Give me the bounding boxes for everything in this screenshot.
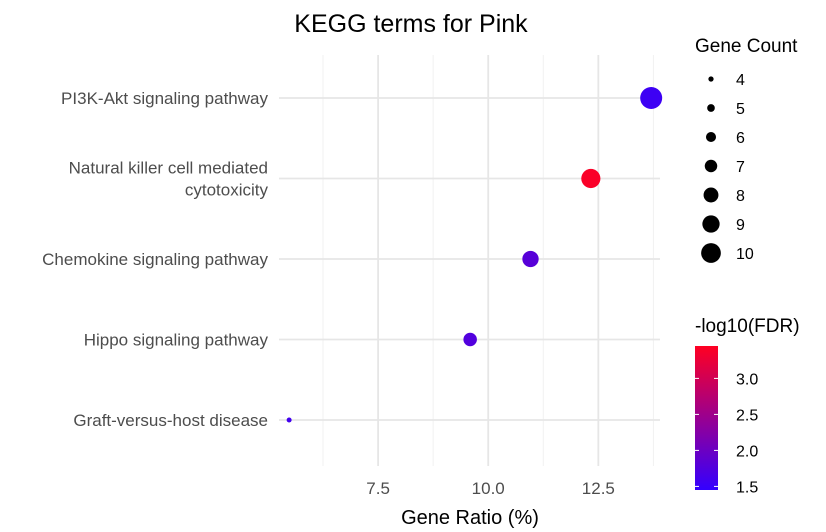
size-legend-key bbox=[701, 243, 721, 263]
y-tick-label: Natural killer cell mediated bbox=[69, 159, 268, 178]
size-legend-label: 6 bbox=[736, 130, 745, 147]
x-axis-title: Gene Ratio (%) bbox=[401, 507, 539, 529]
x-tick-label: 7.5 bbox=[366, 479, 390, 498]
y-tick-label: Hippo signaling pathway bbox=[84, 331, 269, 350]
color-legend-label: 1.5 bbox=[736, 479, 758, 496]
data-points bbox=[286, 87, 663, 423]
size-legend-key bbox=[703, 187, 719, 203]
panel-grid bbox=[279, 55, 660, 466]
y-tick-label: PI3K-Akt signaling pathway bbox=[61, 89, 268, 108]
x-tick-label: 10.0 bbox=[472, 479, 505, 498]
y-tick-label: Chemokine signaling pathway bbox=[42, 250, 268, 269]
data-point bbox=[522, 250, 539, 268]
size-legend-label: 10 bbox=[736, 246, 754, 263]
size-legend: 4 5 6 7 8 9 10 bbox=[701, 72, 754, 263]
color-legend-label: 2.5 bbox=[736, 407, 758, 424]
data-point bbox=[286, 417, 292, 423]
color-legend-bar bbox=[695, 346, 718, 490]
size-legend-key bbox=[707, 104, 715, 112]
color-legend-label: 3.0 bbox=[736, 371, 758, 388]
data-point bbox=[581, 168, 601, 189]
size-legend-label: 4 bbox=[736, 72, 745, 89]
size-legend-label: 5 bbox=[736, 101, 745, 118]
y-axis-labels: PI3K-Akt signaling pathway Natural killer… bbox=[42, 89, 268, 430]
size-legend-label: 7 bbox=[736, 159, 745, 176]
size-legend-title: Gene Count bbox=[695, 36, 798, 57]
x-tick-label: 12.5 bbox=[582, 479, 615, 498]
y-tick-label: cytotoxicity bbox=[185, 181, 269, 200]
y-tick-label: Graft-versus-host disease bbox=[73, 411, 268, 430]
x-axis-ticks: 7.5 10.0 12.5 bbox=[366, 479, 615, 498]
size-legend-key bbox=[705, 131, 717, 143]
size-legend-label: 9 bbox=[736, 217, 745, 234]
data-point bbox=[640, 87, 663, 109]
color-legend-title: -log10(FDR) bbox=[695, 316, 800, 337]
color-legend-ticks: 1.5 2.0 2.5 3.0 bbox=[695, 371, 758, 496]
size-legend-label: 8 bbox=[736, 188, 745, 205]
size-legend-key bbox=[708, 76, 714, 82]
data-point bbox=[463, 332, 477, 347]
color-legend-label: 2.0 bbox=[736, 443, 758, 460]
chart-title: KEGG terms for Pink bbox=[294, 10, 528, 38]
size-legend-key bbox=[702, 215, 720, 233]
size-legend-key bbox=[704, 159, 718, 173]
